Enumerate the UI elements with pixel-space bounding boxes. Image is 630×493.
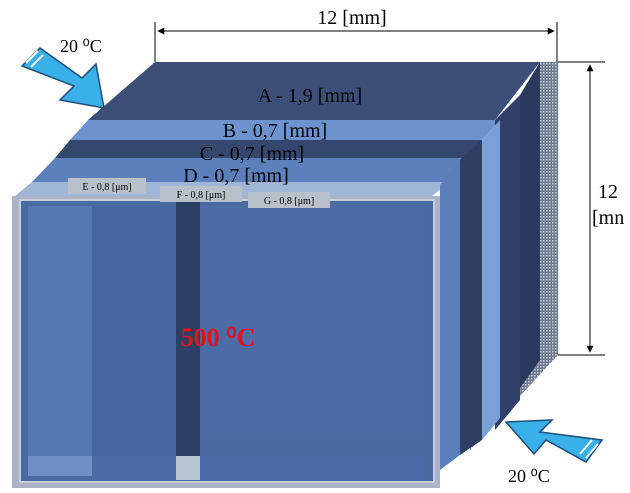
front-face-bottom-chip xyxy=(176,456,200,480)
front-face-dark-column xyxy=(176,200,200,456)
layer-g-tag xyxy=(248,192,330,208)
inlet-temperature-label: 20 ⁰C xyxy=(60,36,102,56)
top-dimension-label: 12 [mm] xyxy=(317,7,386,29)
layer-e-tag xyxy=(68,178,146,194)
layer-d-label: D - 0,7 [mm] xyxy=(183,165,289,187)
layer-b-side xyxy=(482,120,500,440)
layer-a-side xyxy=(495,95,520,430)
layer-b-label: B - 0,7 [mm] xyxy=(223,120,327,142)
side-dimension-value: 12 xyxy=(598,181,618,203)
hot-temperature-label: 500 ⁰C xyxy=(181,323,256,352)
front-face-center xyxy=(92,206,180,456)
front-face-bottom-band xyxy=(92,456,424,480)
layer-c-label: C - 0,7 [mm] xyxy=(200,143,304,165)
inlet-arrow-icon xyxy=(20,47,105,109)
layer-g-label: G - 0,8 [μm] xyxy=(264,196,314,207)
side-dimension-unit: [mn xyxy=(592,207,624,229)
layer-f-label: F - 0,8 [μm] xyxy=(177,190,226,201)
front-face-bottom-left xyxy=(28,456,92,476)
layer-c-top xyxy=(55,140,482,158)
front-face-left-band xyxy=(28,206,92,476)
layer-d-top xyxy=(32,158,468,182)
front-face-right-panel xyxy=(200,206,424,436)
layer-a-top xyxy=(88,62,540,120)
outlet-arrow-icon xyxy=(504,419,604,463)
layer-e-label: E - 0,8 [μm] xyxy=(82,182,131,193)
layer-b-top xyxy=(70,120,500,140)
layer-c-side xyxy=(460,140,482,455)
layer-d-side xyxy=(440,160,460,470)
layer-f-tag xyxy=(160,186,242,202)
layer-a-label: A - 1,9 [mm] xyxy=(258,85,362,107)
outlet-temperature-label: 20 ⁰C xyxy=(508,466,550,486)
